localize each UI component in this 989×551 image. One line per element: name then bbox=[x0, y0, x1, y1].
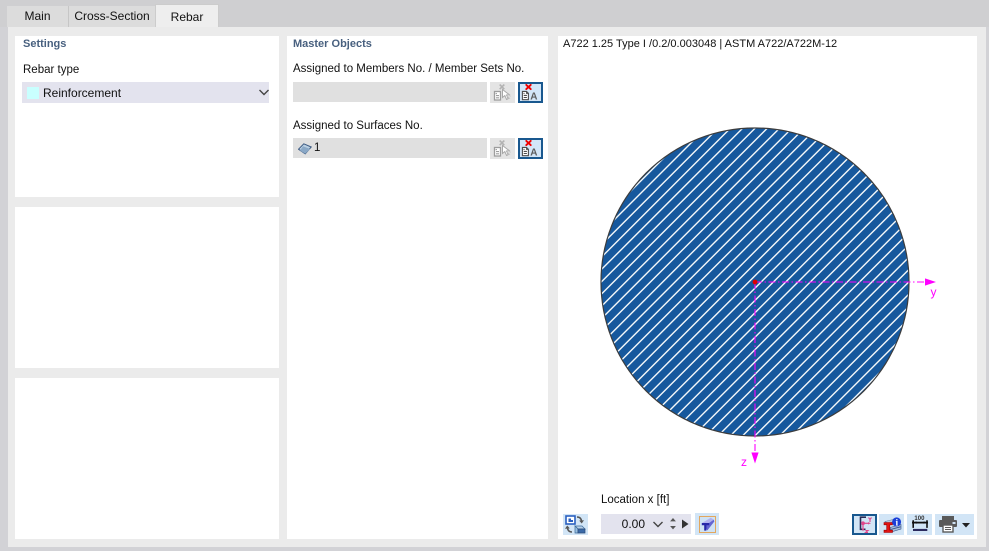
svg-text:i: i bbox=[896, 519, 899, 529]
svg-text:y: y bbox=[931, 285, 937, 299]
svg-text:z: z bbox=[741, 455, 747, 469]
svg-text:100: 100 bbox=[914, 516, 925, 522]
svg-text:A: A bbox=[530, 92, 537, 101]
svg-text:A: A bbox=[530, 148, 537, 157]
